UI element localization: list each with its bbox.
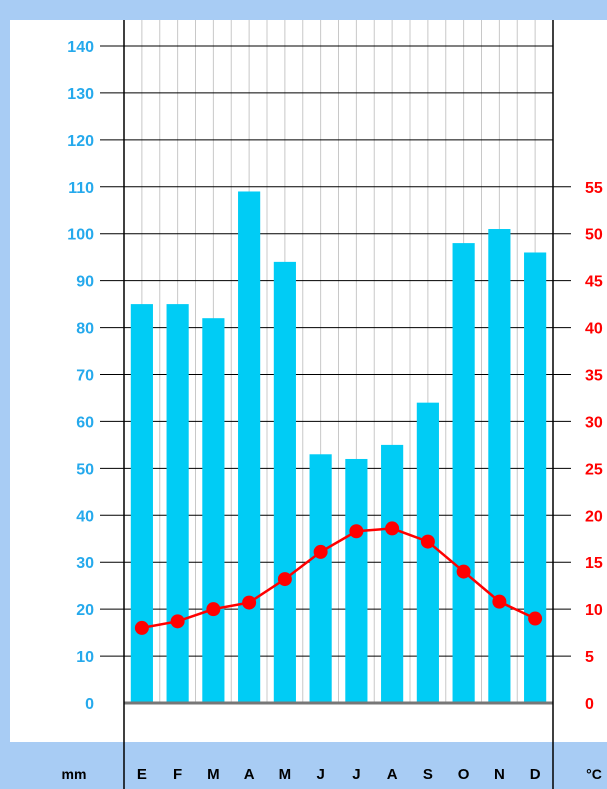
temperature-tick-label: 55 (585, 180, 603, 197)
precipitation-tick-label: 40 (76, 508, 94, 525)
precipitation-bar (453, 243, 475, 703)
precipitation-bar (131, 304, 153, 703)
temperature-tick-label: 25 (585, 461, 603, 478)
chart-frame-top (0, 0, 607, 20)
precipitation-bar (167, 304, 189, 703)
month-label: J (316, 766, 324, 783)
precipitation-tick-label: 70 (76, 368, 94, 385)
month-label: A (244, 766, 255, 783)
month-label: O (458, 766, 470, 783)
temperature-tick-label: 40 (585, 321, 603, 338)
temperature-point (492, 595, 506, 609)
month-label: M (279, 766, 292, 783)
temperature-tick-label: 0 (585, 696, 594, 713)
temperature-point (171, 614, 185, 628)
temperature-point (421, 535, 435, 549)
month-label: D (530, 766, 541, 783)
precipitation-bar (417, 403, 439, 703)
left-axis-unit: mm (62, 766, 87, 782)
precipitation-bar (381, 445, 403, 703)
temperature-point (314, 545, 328, 559)
temperature-point (135, 621, 149, 635)
precipitation-tick-label: 140 (67, 39, 94, 56)
precipitation-tick-label: 10 (76, 649, 94, 666)
precipitation-bar (274, 262, 296, 703)
temperature-tick-label: 20 (585, 508, 603, 525)
temperature-point (385, 521, 399, 535)
month-label: E (137, 766, 147, 783)
precipitation-tick-label: 80 (76, 321, 94, 338)
temperature-point (457, 565, 471, 579)
temperature-point (528, 612, 542, 626)
temperature-tick-label: 50 (585, 227, 603, 244)
right-axis-unit: °C (586, 766, 602, 782)
precipitation-bar (345, 459, 367, 703)
precipitation-bar (488, 229, 510, 703)
precipitation-tick-label: 0 (85, 696, 94, 713)
precipitation-bar (310, 454, 332, 703)
precipitation-tick-label: 50 (76, 461, 94, 478)
temperature-tick-label: 45 (585, 274, 603, 291)
month-label: M (207, 766, 220, 783)
temperature-point (206, 602, 220, 616)
temperature-point (349, 524, 363, 538)
precipitation-tick-label: 20 (76, 602, 94, 619)
precipitation-bar (202, 318, 224, 703)
precipitation-tick-label: 30 (76, 555, 94, 572)
chart-frame-bottom (0, 742, 607, 789)
month-label: J (352, 766, 360, 783)
precipitation-tick-label: 90 (76, 274, 94, 291)
precipitation-bar (524, 252, 546, 703)
precipitation-bar (238, 191, 260, 703)
precipitation-tick-label: 110 (68, 180, 94, 197)
precipitation-tick-label: 130 (67, 86, 94, 103)
month-label: F (173, 766, 182, 783)
temperature-tick-label: 35 (585, 368, 603, 385)
temperature-tick-label: 15 (585, 555, 603, 572)
temperature-tick-label: 5 (585, 649, 594, 666)
month-label: A (387, 766, 398, 783)
precipitation-tick-label: 60 (76, 414, 94, 431)
temperature-tick-label: 10 (585, 602, 603, 619)
month-label: N (494, 766, 505, 783)
month-label: S (423, 766, 433, 783)
precipitation-tick-label: 100 (67, 227, 94, 244)
chart-frame-left (0, 0, 10, 789)
temperature-point (278, 572, 292, 586)
precipitation-tick-label: 120 (67, 133, 94, 150)
temperature-tick-label: 30 (585, 414, 603, 431)
temperature-point (242, 596, 256, 610)
